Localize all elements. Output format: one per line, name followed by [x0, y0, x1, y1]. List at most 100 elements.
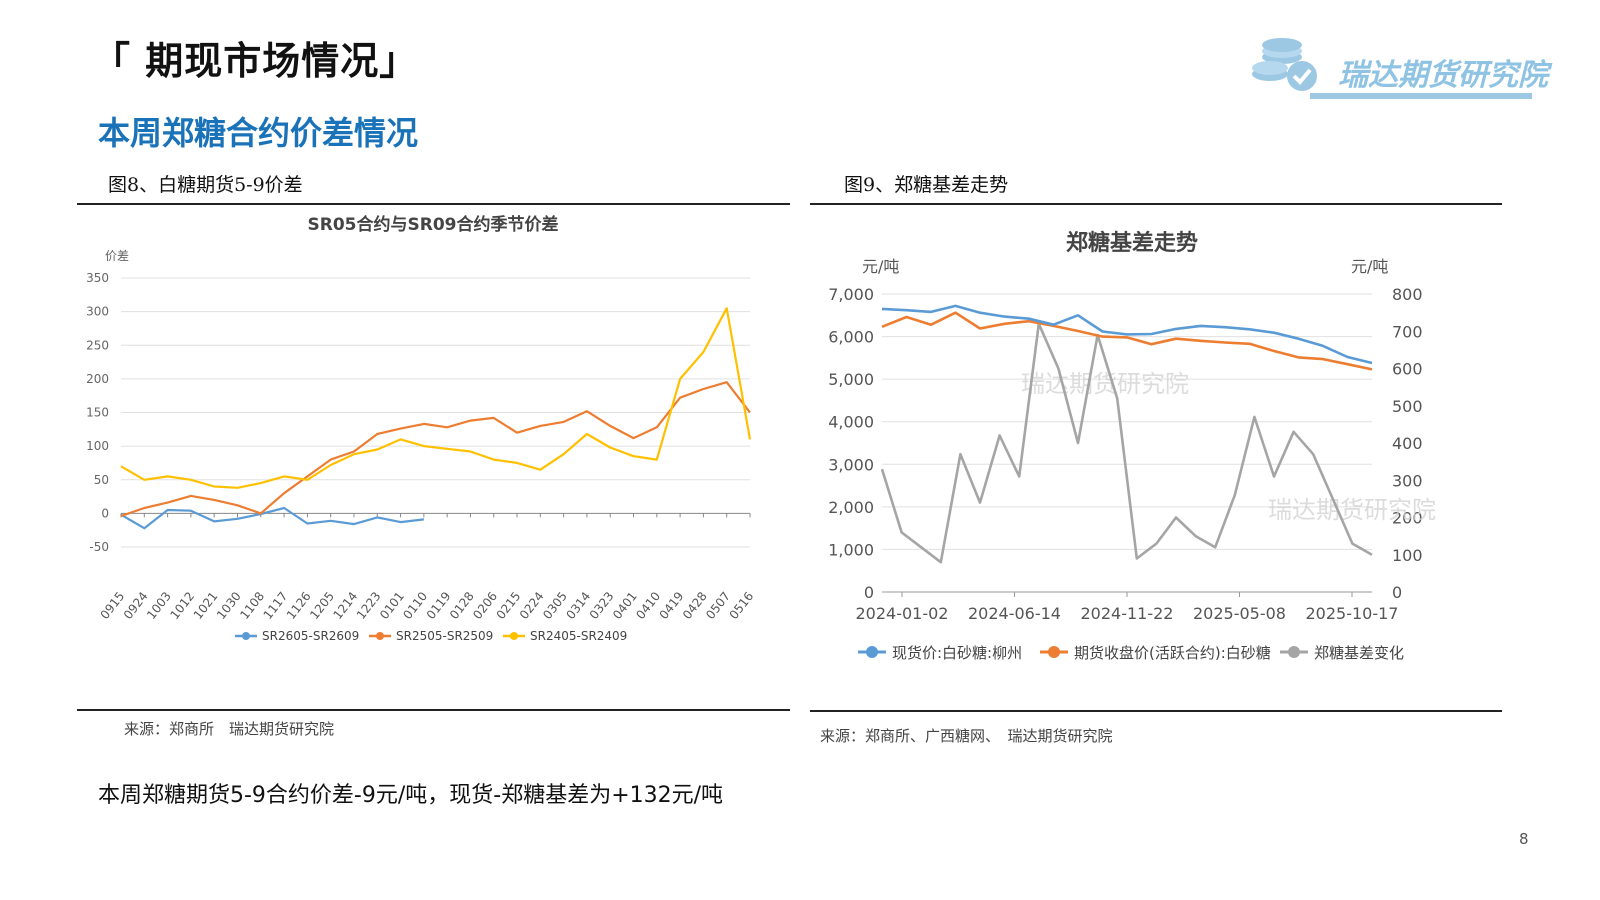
right-y-tick-label: 200	[1392, 509, 1423, 528]
x-tick-label: 0110	[400, 589, 430, 622]
coins-logo-icon	[1252, 38, 1317, 91]
y-tick-label: 300	[86, 305, 109, 319]
series-line-SR2605-SR2609	[120, 506, 425, 530]
series-line-现货价:白砂糖:柳州	[881, 304, 1373, 365]
section-subtitle: 本周郑糖合约价差情况	[98, 114, 419, 152]
figure-8-caption: 图8、白糖期货5-9价差	[108, 174, 303, 196]
x-tick-label: 0128	[447, 589, 477, 622]
x-tick-label: 0516	[727, 589, 757, 622]
legend-marker-SR2605-SR2609	[242, 632, 250, 640]
x-tick-label: 0428	[680, 589, 710, 622]
legend-marker-现货价:白砂糖:柳州	[866, 646, 878, 658]
series-line-SR2505-SR2509	[120, 381, 751, 518]
x-tick-label: 1214	[330, 589, 360, 622]
right-axis-unit: 元/吨	[1351, 257, 1388, 276]
x-tick-label: 1117	[261, 589, 291, 622]
x-tick-label: 2024-01-02	[856, 604, 949, 623]
summary-text: 本周郑糖期货5-9合约价差-9元/吨，现货-郑糖基差为+132元/吨	[98, 783, 724, 808]
x-tick-label: 0119	[424, 589, 454, 622]
x-tick-label: 0305	[540, 589, 570, 622]
logo-underline	[1310, 93, 1532, 99]
legend-label: 郑糖基差变化	[1314, 644, 1404, 662]
left-y-tick-label: 4,000	[828, 413, 874, 432]
figure-9-top-rule	[810, 203, 1502, 205]
x-tick-label: 1108	[237, 589, 267, 622]
legend-marker-郑糖基差变化	[1288, 646, 1300, 658]
watermark-text: 瑞达期货研究院	[1021, 370, 1189, 398]
y-tick-label: 200	[86, 372, 109, 386]
x-tick-label: 1030	[214, 589, 244, 622]
page-number: 8	[1519, 830, 1529, 848]
right-y-tick-label: 700	[1392, 322, 1423, 341]
x-tick-label: 1012	[167, 589, 197, 622]
x-tick-label: 2024-11-22	[1081, 604, 1174, 623]
legend-label: 期货收盘价(活跃合约):白砂糖	[1074, 644, 1271, 662]
page-title: 「 期现市场情况」	[92, 39, 419, 83]
x-tick-label: 0915	[98, 589, 128, 622]
x-tick-label: 0410	[633, 589, 663, 622]
left-y-tick-label: 6,000	[828, 328, 874, 347]
y-tick-label: 0	[101, 506, 109, 520]
x-tick-label: 0224	[517, 589, 547, 622]
figure-8-bottom-rule	[77, 709, 790, 711]
y-tick-label: 350	[86, 271, 109, 285]
figure-8-top-rule	[77, 203, 790, 205]
right-y-tick-label: 100	[1392, 546, 1423, 565]
legend-marker-期货收盘价(活跃合约):白砂糖	[1048, 646, 1060, 658]
series-line-期货收盘价(活跃合约):白砂糖	[881, 311, 1373, 371]
series-line-郑糖基差变化	[880, 322, 1373, 564]
x-tick-label: 2024-06-14	[968, 604, 1061, 623]
x-tick-label: 0924	[121, 589, 151, 622]
legend-marker-SR2405-SR2409	[510, 632, 518, 640]
x-tick-label: 0314	[563, 589, 593, 622]
right-y-tick-label: 800	[1392, 285, 1423, 304]
legend-label: 现货价:白砂糖:柳州	[892, 644, 1022, 662]
chart-title: 郑糖基差走势	[1066, 230, 1198, 256]
chart-title: SR05合约与SR09合约季节价差	[308, 214, 559, 235]
x-tick-label: 1205	[307, 589, 337, 622]
x-tick-label: 0419	[657, 589, 687, 622]
figure-9-caption: 图9、郑糖基差走势	[844, 174, 1009, 196]
right-y-tick-label: 0	[1392, 583, 1402, 602]
left-y-tick-label: 5,000	[828, 370, 874, 389]
x-tick-label: 0323	[587, 589, 617, 622]
right-y-tick-label: 300	[1392, 471, 1423, 490]
right-y-tick-label: 600	[1392, 360, 1423, 379]
x-tick-label: 0215	[494, 589, 524, 622]
x-tick-label: 2025-10-17	[1306, 604, 1399, 623]
brand-logo-text: 瑞达期货研究院	[1338, 58, 1548, 93]
x-tick-label: 1126	[284, 589, 314, 622]
legend-label: SR2405-SR2409	[530, 629, 627, 643]
figure-9-bottom-rule	[810, 710, 1502, 712]
x-tick-label: 0206	[470, 589, 500, 622]
y-tick-label: 250	[86, 338, 109, 352]
y-tick-label: 150	[86, 406, 109, 420]
x-tick-label: 2025-05-08	[1193, 604, 1286, 623]
left-y-tick-label: 1,000	[828, 540, 874, 559]
x-tick-label: 1003	[144, 589, 174, 622]
figure-9-source: 来源：郑商所、广西糖网、 瑞达期货研究院	[820, 727, 1113, 745]
x-tick-label: 0401	[610, 589, 640, 622]
legend-label: SR2605-SR2609	[262, 629, 359, 643]
legend-label: SR2505-SR2509	[396, 629, 493, 643]
y-axis-label: 价差	[105, 249, 129, 263]
x-tick-label: 1223	[354, 589, 384, 622]
right-y-tick-label: 400	[1392, 434, 1423, 453]
y-tick-label: 50	[94, 473, 109, 487]
y-tick-label: -50	[89, 540, 109, 554]
figure-8-source: 来源：郑商所 瑞达期货研究院	[124, 720, 335, 738]
y-tick-label: 100	[86, 439, 109, 453]
left-y-tick-label: 7,000	[828, 285, 874, 304]
series-line-SR2405-SR2409	[120, 307, 752, 489]
legend-marker-SR2505-SR2509	[376, 632, 384, 640]
x-tick-label: 1021	[191, 589, 221, 622]
left-y-tick-label: 0	[864, 583, 874, 602]
right-y-tick-label: 500	[1392, 397, 1423, 416]
left-y-tick-label: 2,000	[828, 498, 874, 517]
left-y-tick-label: 3,000	[828, 455, 874, 474]
watermark-text: 瑞达期货研究院	[1268, 496, 1436, 524]
x-tick-label: 0507	[703, 589, 733, 622]
left-axis-unit: 元/吨	[862, 257, 899, 276]
